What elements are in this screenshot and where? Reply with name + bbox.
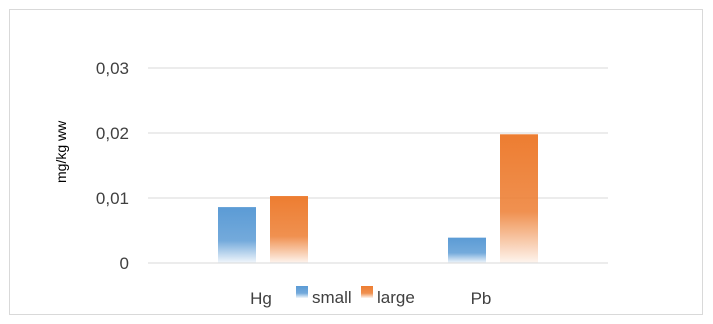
bars [218, 134, 538, 263]
y-axis-label: mg/kg ww [53, 120, 69, 183]
bar-small-Pb [448, 237, 486, 263]
chart-frame [9, 9, 703, 315]
legend: small large [296, 286, 415, 307]
legend-swatch [296, 286, 308, 298]
bar-large-Pb [500, 134, 538, 263]
y-tick-label: 0,03 [96, 59, 129, 78]
legend-item-large: large [361, 286, 415, 307]
gridlines [148, 67, 608, 199]
legend-swatch [361, 286, 373, 298]
legend-item-small: small [296, 286, 352, 307]
y-tick-label: 0,01 [96, 189, 129, 208]
category-label-Hg: Hg [250, 289, 272, 308]
category-label-Pb: Pb [471, 289, 492, 308]
bar-large-Hg [270, 196, 308, 263]
category-labels: Hg Pb [250, 289, 491, 308]
y-tick-label: 0 [120, 254, 129, 273]
legend-label: large [377, 288, 415, 307]
legend-label: small [312, 288, 352, 307]
bar-small-Hg [218, 207, 256, 263]
y-axis-ticks: 0 0,01 0,02 0,03 [96, 59, 129, 273]
y-tick-label: 0,02 [96, 124, 129, 143]
